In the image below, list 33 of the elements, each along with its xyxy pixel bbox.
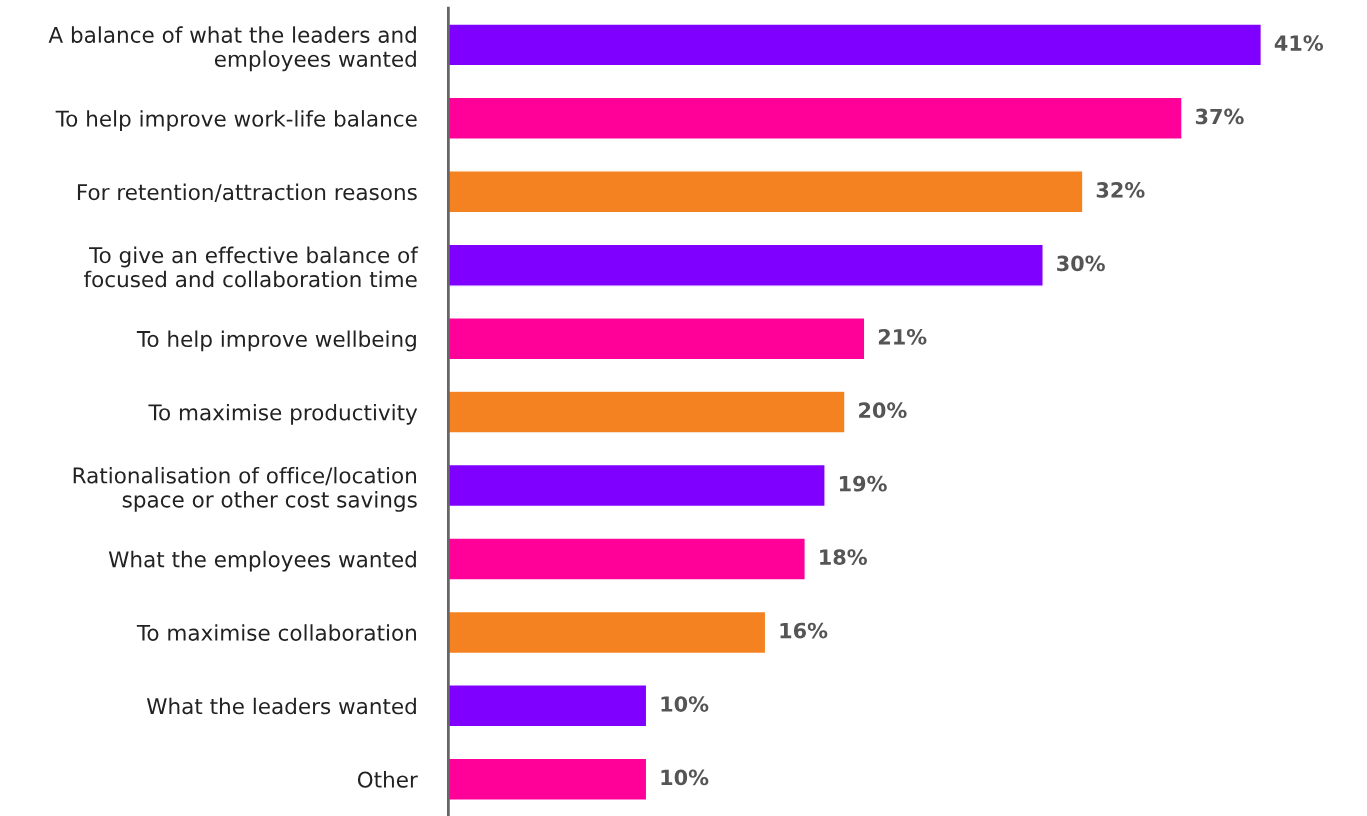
data-label: 32% [1096,182,1145,198]
y-tick-label: A balance of what the leaders and employees wanted [48,26,416,72]
data-label: 19% [839,475,887,492]
y-tick-label: To give an effective balance of focused and collaboration time [84,246,419,288]
data-label: 18% [820,549,867,565]
bar [448,463,826,508]
data-label: 41% [1274,35,1324,51]
data-label: 16% [780,622,828,639]
bar [448,757,648,801]
y-tick-label: To maximise collaboration [136,624,416,641]
data-label: 20% [859,402,907,419]
bar [448,610,767,655]
y-tick-label: Other [357,771,418,788]
y-tick-label: To maximise productivity [148,403,418,425]
data-label: 10% [661,696,709,712]
data-label: 37% [1195,108,1244,125]
bar [448,170,1084,214]
data-label: 10% [661,769,709,786]
bar [448,317,866,361]
bar [448,537,806,581]
y-tick-label: For retention/attraction reasons [77,183,417,202]
bar [448,684,648,728]
bar [448,390,846,434]
y-tick-label: Rationalisation of office/location space or other cost savings [73,466,417,512]
data-label: 30% [1057,255,1105,272]
bar [448,23,1263,67]
bar [448,96,1183,140]
y-tick-label: What the employees wanted [108,550,416,572]
y-tick-label: What the leaders wanted [146,697,416,715]
bar [448,243,1044,287]
data-label: 21% [878,328,927,345]
y-tick-label: To help improve wellbeing [136,330,416,352]
y-tick-label: To help improve work-life balance [55,110,417,131]
